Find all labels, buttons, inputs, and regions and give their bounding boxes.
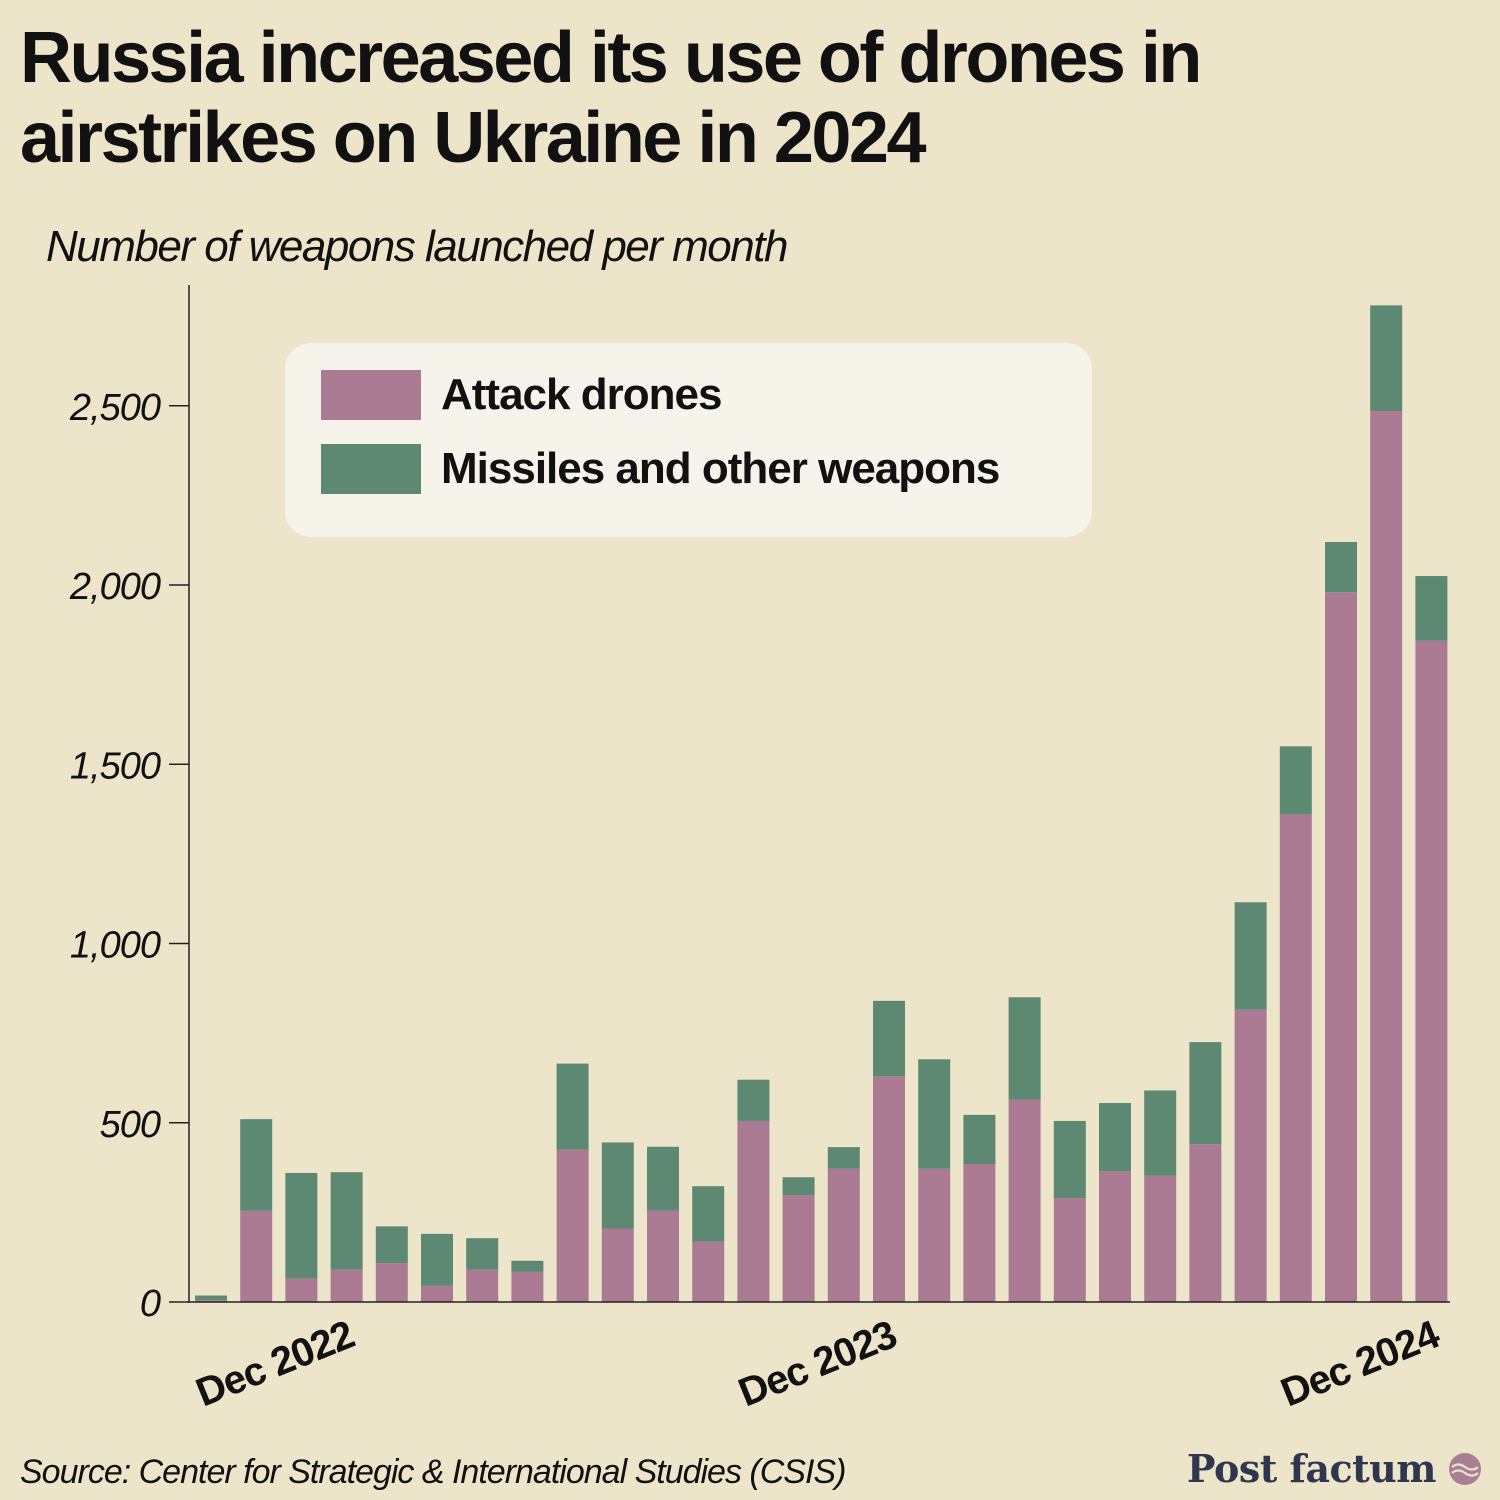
bar-missiles [195,1295,227,1301]
x-tick-label: Dec 2024 [1275,1312,1447,1415]
bar-attack-drones [827,1168,860,1302]
y-ticks-group: 0 500 1,000 1,500 2,000 2,500 [69,387,189,1325]
bar-missiles [873,1000,905,1077]
bar-missiles [1053,1120,1086,1199]
bar-attack-drones [240,1210,273,1302]
bar-attack-drones [1325,592,1357,1302]
bar-attack-drones [511,1271,544,1302]
bar-missiles [466,1238,499,1270]
bar-attack-drones [1189,1144,1222,1302]
y-tick-label: 2,000 [69,566,161,608]
legend-item-drones: Attack drones [321,370,722,420]
legend-swatch-drones [321,370,421,420]
wave-circle-icon [1449,1453,1481,1485]
legend-item-missiles: Missiles and other weapons [321,444,1000,494]
bar-attack-drones [1008,1099,1041,1302]
x-tick-label: Dec 2022 [190,1313,360,1416]
bar-missiles [1279,746,1312,815]
legend: Attack drones Missiles and other weapons [285,343,1092,537]
bar-attack-drones [963,1163,996,1302]
legend-swatch-missiles [321,444,421,494]
bar-missiles [1325,541,1357,593]
bar-attack-drones [1234,1009,1267,1302]
bar-attack-drones [330,1269,363,1302]
x-ticks-group: Dec 2022 Dec 2023 Dec 2024 [190,1312,1446,1415]
bar-missiles [240,1119,273,1211]
bar-attack-drones [918,1168,951,1302]
bar-attack-drones [737,1120,770,1302]
bar-missiles [285,1172,318,1279]
bar-missiles [963,1114,996,1164]
bar-attack-drones [1279,814,1312,1302]
bar-attack-drones [1099,1171,1131,1302]
y-tick-label: 2,500 [69,387,161,429]
y-tick-label: 500 [100,1104,161,1146]
legend-label-missiles: Missiles and other weapons [441,444,1000,493]
bar-missiles [421,1233,453,1286]
bar-attack-drones [647,1210,679,1302]
bar-missiles [601,1142,634,1229]
y-tick-label: 0 [140,1283,161,1325]
bar-missiles [918,1059,951,1169]
bar-missiles [1099,1103,1131,1172]
bar-missiles [1370,305,1403,412]
bar-missiles [1189,1042,1222,1145]
bar-missiles [375,1226,408,1264]
bar-missiles [827,1147,860,1169]
bar-attack-drones [375,1263,408,1302]
bar-missiles [647,1146,679,1211]
x-tick-label: Dec 2023 [732,1313,902,1416]
bar-missiles [511,1260,544,1272]
y-tick-label: 1,500 [70,745,161,787]
bars-group [195,305,1448,1302]
bar-attack-drones [782,1195,815,1302]
bar-missiles [1008,997,1041,1100]
bar-attack-drones [466,1269,499,1302]
bar-attack-drones [556,1149,589,1302]
bar-attack-drones [1144,1175,1177,1302]
bar-missiles [782,1177,815,1196]
legend-label-drones: Attack drones [441,370,722,419]
bar-attack-drones [692,1241,725,1302]
brand-logo-text: Post factum [1186,1446,1437,1491]
bar-missiles [1144,1090,1177,1176]
bar-attack-drones [601,1228,634,1302]
source-note: Source: Center for Strategic & Internati… [20,1453,846,1491]
y-tick-label: 1,000 [70,925,161,967]
bar-missiles [1415,576,1448,641]
y-axis-label: Number of weapons launched per month [46,222,788,271]
bar-attack-drones [1053,1198,1086,1302]
bar-attack-drones [1370,411,1403,1302]
bar-missiles [556,1063,589,1150]
bar-missiles [330,1172,363,1270]
bar-missiles [1234,902,1267,1010]
bar-attack-drones [1415,640,1448,1302]
bar-attack-drones [421,1285,453,1302]
bar-missiles [692,1186,725,1242]
bar-attack-drones [873,1076,905,1302]
chart-title: Russia increased its use of drones in ai… [20,18,1202,178]
bar-attack-drones [195,1300,227,1302]
bar-attack-drones [285,1278,318,1302]
bar-missiles [737,1079,770,1121]
